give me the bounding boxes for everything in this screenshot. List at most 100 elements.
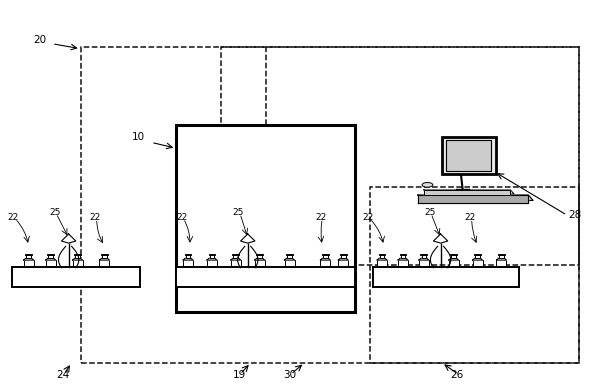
Bar [450, 254, 457, 255]
Bar [497, 260, 506, 266]
Bar [44, 266, 57, 267]
Text: 26: 26 [451, 370, 464, 380]
Bar [71, 266, 84, 267]
Bar [419, 260, 429, 266]
Text: 22: 22 [362, 213, 374, 222]
Text: 22: 22 [90, 213, 101, 222]
Bar [75, 255, 80, 258]
Polygon shape [24, 258, 33, 260]
Text: 25: 25 [49, 208, 60, 217]
Bar [338, 260, 348, 266]
Polygon shape [418, 195, 533, 200]
Polygon shape [338, 258, 348, 260]
Bar [451, 255, 456, 258]
Bar [322, 254, 329, 255]
Bar [283, 266, 296, 267]
Bar [401, 255, 405, 258]
Text: 28: 28 [568, 210, 581, 220]
Bar [47, 254, 54, 255]
Polygon shape [424, 190, 510, 195]
Polygon shape [449, 258, 458, 260]
Bar [370, 187, 579, 363]
Polygon shape [377, 258, 387, 260]
Bar [98, 266, 111, 267]
Polygon shape [255, 258, 264, 260]
Bar [22, 266, 35, 267]
Bar [176, 125, 355, 312]
Bar [73, 260, 82, 266]
Text: 22: 22 [8, 213, 19, 222]
Polygon shape [183, 258, 193, 260]
Polygon shape [73, 258, 82, 260]
Text: 22: 22 [315, 213, 327, 222]
Bar [442, 136, 496, 174]
Bar [232, 254, 239, 255]
Polygon shape [419, 258, 429, 260]
Bar [398, 260, 408, 266]
Text: 22: 22 [176, 213, 187, 222]
Text: 25: 25 [424, 208, 435, 217]
Bar [471, 266, 484, 267]
Polygon shape [424, 190, 514, 194]
Bar [421, 255, 426, 258]
Bar [181, 266, 195, 267]
Bar [184, 254, 192, 255]
Polygon shape [285, 258, 294, 260]
Bar [378, 254, 386, 255]
Bar [186, 255, 190, 258]
Bar [74, 254, 81, 255]
Bar [176, 267, 355, 287]
Bar [475, 255, 480, 258]
Bar [399, 254, 407, 255]
Bar [286, 254, 293, 255]
Text: 24: 24 [57, 370, 70, 380]
Polygon shape [100, 258, 109, 260]
Bar [319, 266, 332, 267]
Bar [474, 254, 481, 255]
Bar [321, 260, 330, 266]
Polygon shape [61, 234, 76, 243]
Bar [208, 254, 216, 255]
Bar [102, 255, 107, 258]
Bar [257, 255, 262, 258]
Polygon shape [231, 258, 241, 260]
Bar [377, 260, 387, 266]
Text: 22: 22 [464, 213, 476, 222]
Polygon shape [418, 195, 528, 203]
Bar [205, 266, 219, 267]
Bar [24, 260, 33, 266]
Bar [396, 266, 410, 267]
Bar [231, 260, 241, 266]
Bar [221, 47, 579, 265]
Bar [81, 47, 579, 363]
Bar [495, 266, 508, 267]
Bar [101, 254, 108, 255]
Polygon shape [321, 258, 330, 260]
Bar [287, 255, 292, 258]
Bar [210, 255, 214, 258]
Ellipse shape [422, 183, 433, 187]
Bar [25, 254, 32, 255]
Bar [183, 260, 193, 266]
Bar [446, 140, 491, 171]
Polygon shape [46, 258, 56, 260]
Bar [253, 266, 266, 267]
Polygon shape [207, 258, 217, 260]
Bar [233, 255, 238, 258]
Bar [255, 260, 264, 266]
Bar [207, 260, 217, 266]
Bar [337, 266, 350, 267]
Bar [499, 255, 504, 258]
Bar [48, 255, 53, 258]
Bar [498, 254, 505, 255]
Polygon shape [398, 258, 408, 260]
Polygon shape [433, 234, 448, 243]
Bar [447, 266, 460, 267]
Bar [26, 255, 31, 258]
Bar [340, 254, 347, 255]
Bar [373, 267, 519, 287]
Bar [323, 255, 328, 258]
Text: 10: 10 [131, 132, 144, 142]
Text: 20: 20 [33, 35, 46, 45]
Polygon shape [241, 234, 255, 243]
